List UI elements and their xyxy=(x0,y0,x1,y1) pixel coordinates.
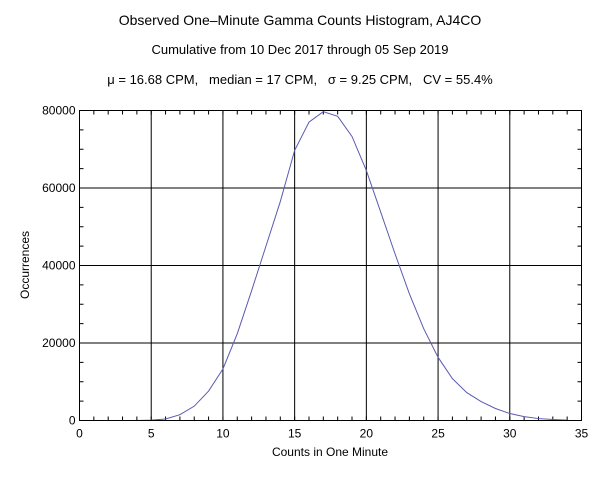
x-tick-label: 10 xyxy=(216,427,230,441)
x-tick-label: 0 xyxy=(76,427,83,441)
y-tick-label: 0 xyxy=(69,414,76,428)
x-tick-label: 15 xyxy=(288,427,302,441)
y-tick-label: 20000 xyxy=(42,336,76,350)
x-tick-label: 25 xyxy=(431,427,445,441)
y-tick-label: 80000 xyxy=(42,104,76,118)
x-axis-label: Counts in One Minute xyxy=(272,445,388,459)
x-tick-label: 35 xyxy=(575,427,589,441)
series-line xyxy=(136,111,568,421)
x-tick-label: 30 xyxy=(503,427,517,441)
plot-frame xyxy=(79,110,582,421)
y-tick-label: 60000 xyxy=(42,181,76,195)
chart-subtitle: Cumulative from 10 Dec 2017 through 05 S… xyxy=(151,42,449,57)
x-tick-label: 5 xyxy=(148,427,155,441)
x-tick-label: 20 xyxy=(360,427,374,441)
y-axis-label: Occurrences xyxy=(18,231,32,299)
chart-title: Observed One–Minute Gamma Counts Histogr… xyxy=(118,12,482,28)
chart-stats: μ = 16.68 CPM, median = 17 CPM, σ = 9.25… xyxy=(107,72,493,87)
y-tick-label: 40000 xyxy=(42,259,76,273)
